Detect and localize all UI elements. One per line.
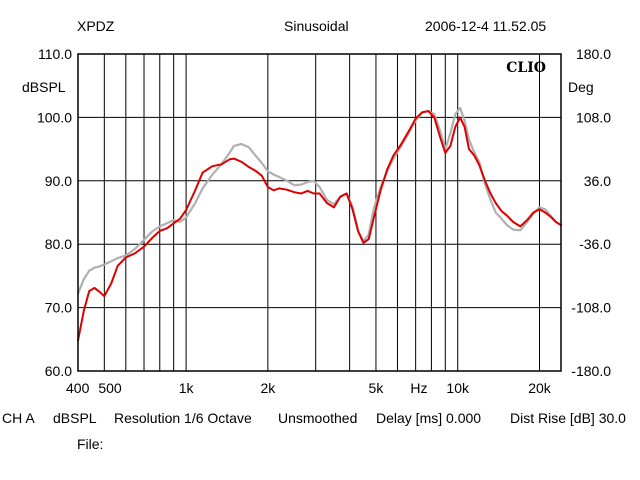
series-layer [76, 106, 563, 342]
x-tick-label: 20k [528, 380, 552, 396]
y2-tick-label: -36.0 [579, 236, 611, 252]
unit-label: dBSPL [53, 410, 97, 426]
delay-label: Delay [ms] 0.000 [376, 410, 482, 426]
y-tick-label: 80.0 [45, 236, 72, 252]
y-axis-right-title: Deg [568, 79, 594, 95]
clio-logo: CLIO [506, 60, 546, 76]
measurement-timestamp: 2006-12-4 11.52.05 [425, 18, 547, 34]
y-axis-left: 110.0 100.0 90.0 80.0 70.0 60.0 [37, 46, 72, 379]
x-tick-label: 400 [66, 380, 90, 396]
smoothing-label: Unsmoothed [278, 410, 358, 426]
y-axis-left-title: dBSPL [22, 79, 66, 95]
stimulus-type: Sinusoidal [284, 18, 349, 34]
x-axis: 400 500 1k 2k 5k 10k 20k Hz [66, 380, 552, 396]
y-tick-label: 110.0 [38, 46, 72, 62]
series-line-1 [77, 110, 562, 342]
y-tick-label: 100.0 [37, 109, 72, 125]
series-line-2 [76, 106, 563, 295]
x-tick-label: 500 [98, 380, 122, 396]
file-label: File: [77, 436, 104, 452]
x-tick-label: 1k [179, 380, 195, 396]
grid [78, 53, 561, 372]
channel-label: CH A [2, 410, 35, 426]
x-tick-label: 5k [369, 380, 385, 396]
x-tick-label: 2k [260, 380, 276, 396]
y2-tick-label: -108.0 [571, 300, 611, 316]
plot-frame [77, 53, 562, 372]
y2-tick-label: -180.0 [571, 363, 611, 379]
y-tick-label: 60.0 [45, 363, 72, 379]
resolution-label: Resolution 1/6 Octave [114, 410, 252, 426]
dist-rise-label: Dist Rise [dB] 30.0 [510, 410, 626, 426]
y-tick-label: 90.0 [45, 173, 72, 189]
x-axis-unit: Hz [410, 380, 427, 396]
y2-tick-label: 180.0 [576, 46, 611, 62]
x-tick-label: 10k [446, 380, 470, 396]
device-name: XPDZ [77, 18, 115, 34]
y-tick-label: 70.0 [45, 300, 72, 316]
y2-tick-label: 108.0 [576, 109, 611, 125]
y-axis-right: 180.0 108.0 36.0 -36.0 -108.0 -180.0 [571, 46, 611, 379]
y2-tick-label: 36.0 [584, 173, 611, 189]
